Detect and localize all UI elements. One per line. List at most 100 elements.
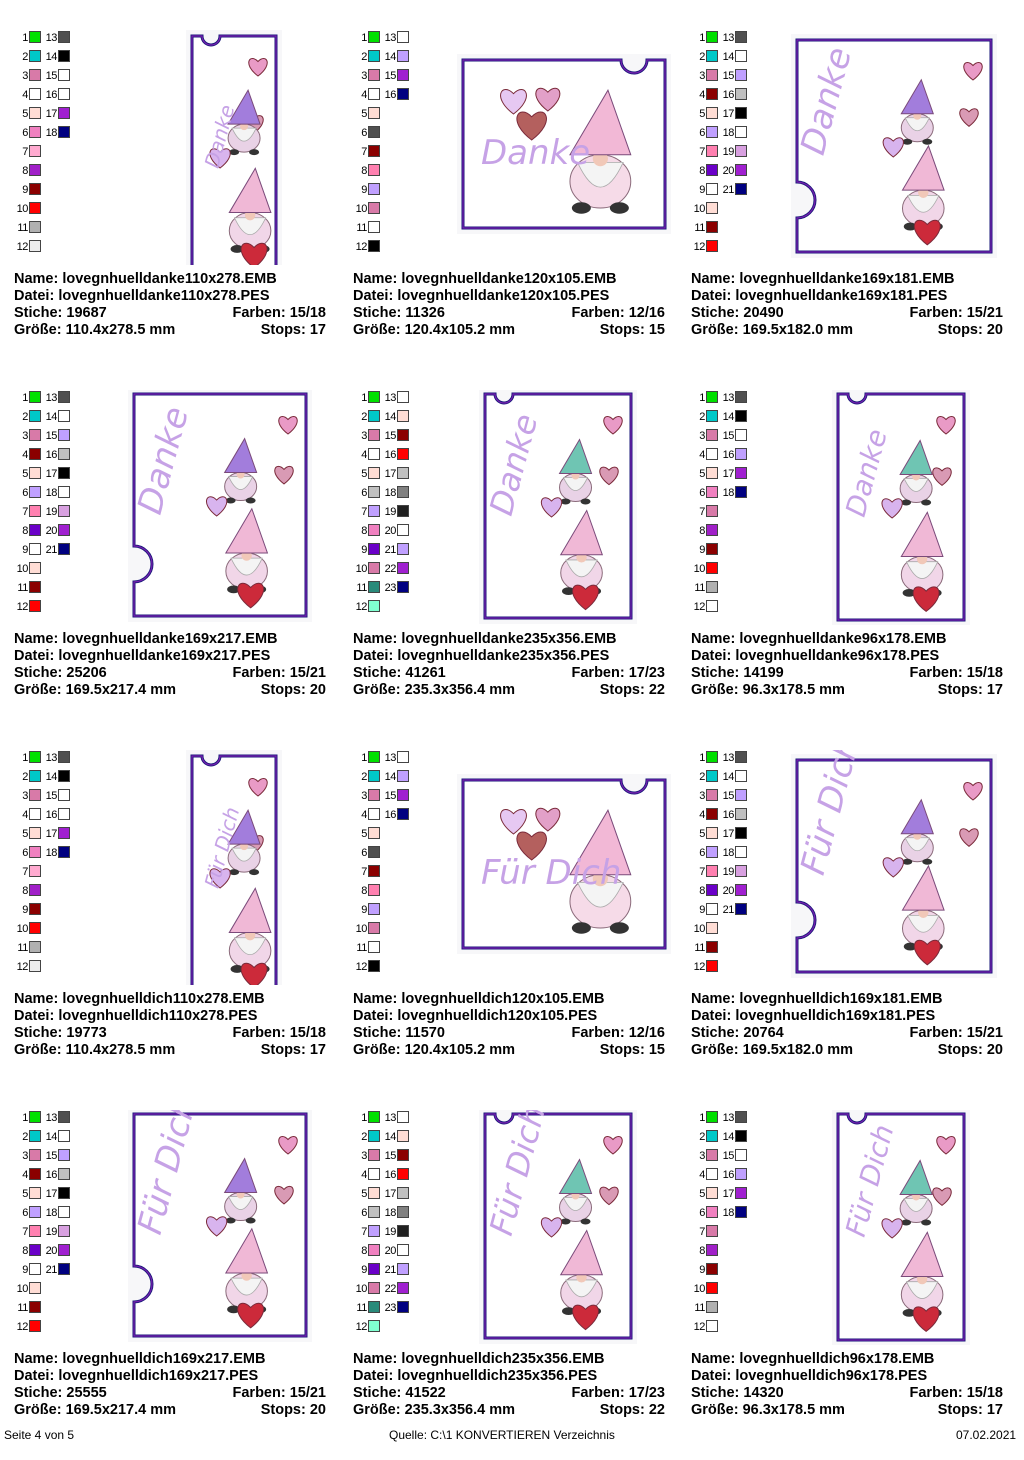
- color-number: 19: [45, 1226, 58, 1238]
- color-number: 15: [722, 790, 735, 802]
- heart-icon: [240, 242, 268, 265]
- color-number: 3: [361, 790, 367, 802]
- name-line: Name: lovegnhuelldanke120x105.EMB: [353, 271, 665, 288]
- file-line: Datei: lovegnhuelldich120x105.PES: [353, 1008, 665, 1025]
- color-number: 4: [22, 89, 28, 101]
- field-label: Farben:: [232, 1025, 286, 1041]
- color-swatch: [368, 505, 380, 517]
- field-value: lovegnhuelldich96x178.EMB: [739, 1351, 935, 1367]
- gnome-figure: [900, 78, 934, 145]
- color-number: 15: [45, 1150, 58, 1162]
- color-swatch: [58, 1244, 70, 1256]
- color-number: 14: [722, 51, 735, 63]
- field-value: 15/21: [289, 1385, 326, 1401]
- heart-icon: [500, 809, 527, 835]
- design-preview-area: Danke: [96, 30, 336, 265]
- color-swatch: [397, 486, 409, 498]
- field-label: Stiche:: [14, 1385, 63, 1401]
- color-number: 8: [361, 1245, 367, 1257]
- color-swatch: [706, 448, 718, 460]
- palette-row: 11: [353, 220, 423, 238]
- field-label: Datei:: [14, 648, 55, 664]
- color-number: 7: [361, 866, 367, 878]
- palette-row: 6: [353, 845, 423, 863]
- file-line: Datei: lovegnhuelldich110x278.PES: [14, 1008, 326, 1025]
- file-line: Datei: lovegnhuelldanke235x356.PES: [353, 648, 665, 665]
- color-number: 11: [17, 582, 28, 594]
- color-swatch: [58, 69, 70, 81]
- color-number: 15: [722, 1150, 735, 1162]
- color-number: 18: [45, 847, 58, 859]
- palette-row: 3 15: [14, 68, 84, 86]
- color-swatch: [58, 751, 70, 763]
- color-swatch: [58, 50, 70, 62]
- color-swatch: [368, 600, 380, 612]
- color-swatch: [397, 448, 409, 460]
- heart-icon: [882, 857, 904, 878]
- color-number: 19: [384, 506, 397, 518]
- color-swatch: [29, 1111, 41, 1123]
- color-number: 6: [699, 487, 705, 499]
- color-swatch: [706, 1263, 718, 1275]
- field-value: 15/21: [289, 665, 326, 681]
- heart-icon: [209, 148, 231, 169]
- color-swatch: [368, 240, 380, 252]
- palette-row: 7 19: [691, 144, 761, 162]
- color-number: 14: [722, 411, 735, 423]
- color-swatch: [368, 1320, 380, 1332]
- palette-row: 3 15: [691, 1148, 761, 1166]
- palette-row: 8: [691, 523, 761, 541]
- color-number: 11: [356, 222, 367, 234]
- color-number: 15: [45, 790, 58, 802]
- color-number: 23: [384, 582, 397, 594]
- color-swatch: [706, 524, 718, 536]
- palette-row: 4 16: [353, 447, 423, 465]
- color-swatch: [397, 808, 409, 820]
- color-number: 5: [361, 1188, 367, 1200]
- color-swatch: [58, 1168, 70, 1180]
- color-number: 7: [22, 146, 28, 158]
- field-value: lovegnhuelldanke110x278.EMB: [62, 271, 277, 287]
- color-swatch: [706, 960, 718, 972]
- color-number: 2: [361, 411, 367, 423]
- color-swatch: [368, 448, 380, 460]
- color-number: 3: [699, 1150, 705, 1162]
- field-label: Datei:: [691, 288, 732, 304]
- name-line: Name: lovegnhuelldanke235x356.EMB: [353, 631, 665, 648]
- color-number: 9: [361, 184, 367, 196]
- field-value: 110.4x278.5 mm: [65, 1042, 176, 1058]
- color-swatch: [29, 600, 41, 612]
- heart-icon: [913, 939, 941, 966]
- color-number: 9: [699, 904, 705, 916]
- color-swatch: [706, 467, 718, 479]
- color-number: 10: [16, 563, 29, 575]
- color-number: 1: [22, 1112, 28, 1124]
- color-number: 21: [384, 544, 397, 556]
- palette-row: 8 20: [353, 523, 423, 541]
- design-info: Name: lovegnhuelldanke110x278.EMB Datei: …: [14, 271, 326, 339]
- color-swatch: [29, 1225, 41, 1237]
- field-label: Name:: [353, 631, 398, 647]
- color-number: 13: [384, 32, 397, 44]
- palette-row: 10 22: [353, 1281, 423, 1299]
- color-number: 7: [699, 146, 705, 158]
- color-swatch: [29, 1263, 41, 1275]
- color-number: 7: [361, 1226, 367, 1238]
- color-swatch: [397, 1187, 409, 1199]
- heart-icon: [516, 831, 547, 861]
- palette-row: 10: [353, 921, 423, 939]
- design-card: 1 13 2 14 3 15 4 16 5 17 6 18 7 19 8 20 9 21 10 11 12 Für Dic…: [691, 750, 1011, 1100]
- field-value: 15: [648, 1042, 665, 1058]
- design-preview-area: Für Dich: [435, 1110, 675, 1345]
- heart-icon: [959, 108, 979, 127]
- color-swatch: [368, 467, 380, 479]
- color-number: 6: [22, 127, 28, 139]
- gnome-figure: [900, 1231, 944, 1317]
- color-number: 4: [361, 89, 367, 101]
- color-swatch: [706, 88, 718, 100]
- color-number: 14: [45, 51, 58, 63]
- field-label: Stiche:: [353, 665, 402, 681]
- gnome-figure: [228, 887, 272, 973]
- field-label: Name:: [691, 1351, 736, 1367]
- color-swatch: [735, 808, 747, 820]
